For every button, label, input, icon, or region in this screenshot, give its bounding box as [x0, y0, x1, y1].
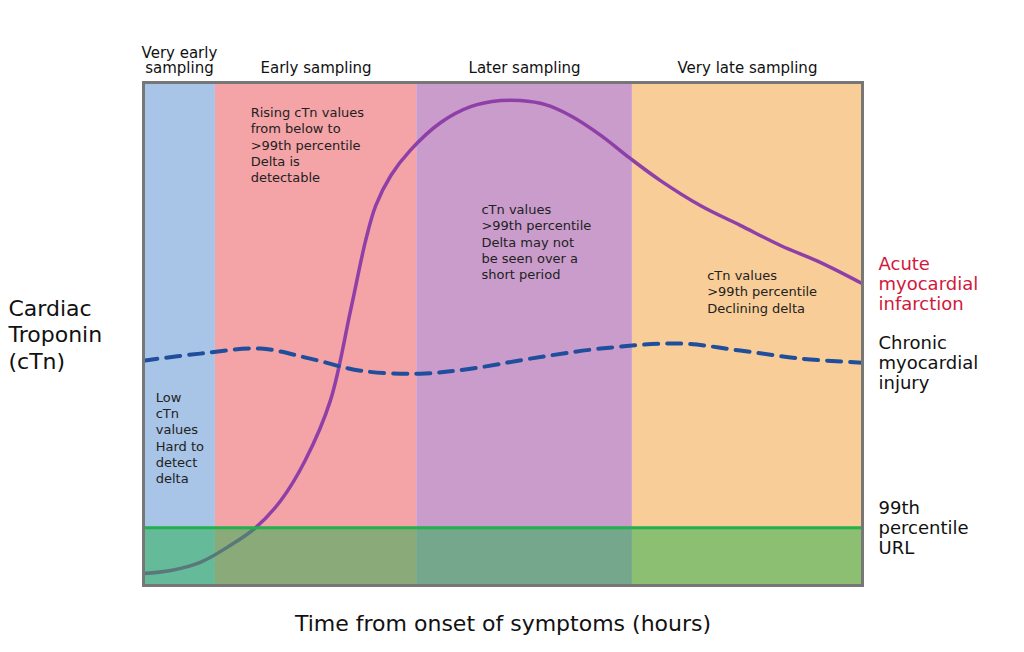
- svg-text:Rising cTn valuesfrom below to: Rising cTn valuesfrom below to>99th perc…: [251, 105, 365, 185]
- svg-text:99thpercentileURL: 99thpercentileURL: [879, 497, 969, 558]
- svg-text:Very late sampling: Very late sampling: [678, 59, 818, 77]
- svg-text:CardiacTroponin(cTn): CardiacTroponin(cTn): [8, 296, 103, 374]
- svg-text:Very earlysampling: Very earlysampling: [142, 44, 218, 77]
- svg-text:cTn values>99th percentileDecl: cTn values>99th percentileDeclining delt…: [707, 268, 817, 316]
- svg-text:Time from onset of symptoms (h: Time from onset of symptoms (hours): [294, 611, 711, 636]
- svg-text:LowcTnvaluesHard todetectdelta: LowcTnvaluesHard todetectdelta: [156, 390, 204, 486]
- svg-text:Chronicmyocardialinjury: Chronicmyocardialinjury: [879, 332, 979, 393]
- svg-text:cTn values>99th percentileDelt: cTn values>99th percentileDelta may notb…: [481, 202, 591, 282]
- svg-text:Acutemyocardialinfarction: Acutemyocardialinfarction: [879, 253, 979, 314]
- svg-text:Early sampling: Early sampling: [260, 59, 371, 77]
- svg-text:Later sampling: Later sampling: [469, 59, 581, 77]
